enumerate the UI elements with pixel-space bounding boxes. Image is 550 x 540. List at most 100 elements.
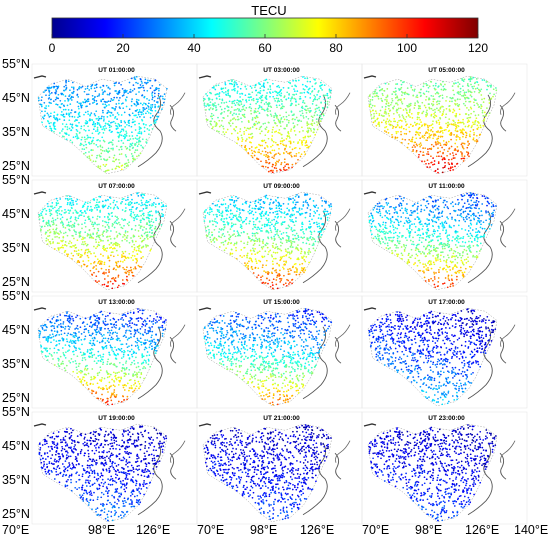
tec-dot: [120, 226, 123, 229]
panel-title: UT 01:00:00: [98, 67, 135, 74]
tec-dot: [107, 142, 110, 144]
tec-dot: [299, 271, 302, 274]
tec-dot: [229, 125, 232, 127]
tec-dot: [257, 274, 260, 277]
tec-dot: [408, 219, 411, 222]
tec-dot: [94, 125, 96, 127]
tec-dot: [452, 282, 454, 285]
tec-dot: [443, 225, 445, 227]
tec-dot: [240, 227, 243, 230]
tec-dot: [86, 243, 89, 246]
tec-dot: [458, 202, 460, 204]
tec-dot: [328, 90, 331, 92]
tec-dot: [143, 232, 146, 235]
tec-dot: [252, 97, 255, 100]
tec-dot: [372, 208, 375, 211]
tec-dot: [73, 229, 75, 231]
tec-dot: [53, 116, 55, 119]
tec-dot: [227, 106, 230, 108]
tec-dot: [75, 219, 78, 222]
tec-dot: [266, 242, 269, 245]
tec-dot: [63, 105, 66, 108]
tec-dot: [251, 126, 254, 128]
tec-dot: [466, 154, 469, 156]
tec-dot: [291, 163, 294, 166]
tec-dot: [71, 124, 74, 126]
tec-dot: [434, 108, 436, 111]
tec-dot: [280, 117, 283, 119]
tec-dot: [131, 206, 134, 208]
tec-dot: [48, 89, 51, 92]
tec-dot: [156, 118, 158, 121]
tec-dot: [102, 111, 104, 114]
colorbar-tick-label: 80: [329, 41, 343, 55]
tec-dot: [215, 106, 217, 109]
tec-dot: [91, 83, 94, 86]
tec-dot: [285, 227, 288, 230]
tec-dot: [283, 118, 286, 121]
tec-dot: [267, 282, 269, 285]
tec-dot: [138, 128, 141, 130]
tec-dot: [310, 238, 313, 241]
tec-dot: [277, 118, 280, 121]
tec-dot: [437, 151, 440, 154]
tec-dot: [478, 122, 480, 124]
tec-dot: [223, 249, 226, 252]
tec-dot: [464, 210, 467, 213]
tec-dot: [307, 203, 309, 206]
tec-dot: [116, 222, 119, 225]
tec-dot: [94, 84, 96, 87]
tec-dot: [149, 224, 152, 226]
coastline: [334, 220, 342, 248]
tec-dot: [83, 215, 85, 218]
tec-dot: [125, 130, 127, 133]
tec-dot: [53, 231, 56, 234]
tec-dot: [230, 82, 233, 85]
tec-dot: [50, 92, 53, 94]
tec-dot: [87, 93, 90, 96]
tec-dot: [457, 208, 460, 211]
tec-dot: [288, 225, 291, 228]
tec-dot: [309, 128, 312, 130]
tec-dot: [432, 98, 435, 100]
tec-dot: [276, 262, 278, 265]
tec-dot: [105, 285, 108, 287]
tec-dot: [86, 233, 89, 235]
tec-dot: [69, 89, 71, 92]
tec-dot: [223, 110, 226, 113]
tec-dot: [298, 273, 301, 276]
tec-dot: [137, 235, 140, 238]
tec-dot: [102, 84, 105, 87]
tec-dot: [41, 210, 44, 213]
tec-dot: [43, 101, 46, 104]
tec-dot: [279, 230, 281, 233]
tec-dot: [386, 212, 389, 214]
tec-dot: [285, 163, 288, 166]
tec-dot: [104, 199, 107, 202]
tec-dot: [432, 211, 435, 214]
tec-dot: [290, 244, 293, 247]
tec-dot: [492, 95, 494, 98]
tec-dot: [78, 115, 81, 118]
tec-dot: [260, 96, 263, 99]
tec-dot: [240, 249, 243, 251]
tec-dot: [212, 126, 214, 128]
tec-dot: [92, 121, 95, 123]
tec-dot: [316, 98, 319, 101]
tec-dot: [293, 97, 296, 100]
tec-dot: [121, 256, 123, 259]
tec-dot: [271, 165, 274, 168]
tec-dot: [83, 148, 86, 151]
tec-dot: [229, 96, 231, 98]
tec-dot: [240, 103, 243, 105]
tec-dot: [278, 104, 281, 107]
tec-dot: [130, 210, 133, 213]
tec-dot: [309, 107, 311, 109]
tec-dot: [472, 129, 475, 131]
tec-dot: [261, 282, 264, 284]
tec-dot: [203, 211, 206, 214]
tec-dots: [203, 193, 333, 290]
tec-dot: [142, 245, 145, 248]
tec-dot: [82, 237, 85, 240]
tec-dot: [146, 104, 149, 107]
